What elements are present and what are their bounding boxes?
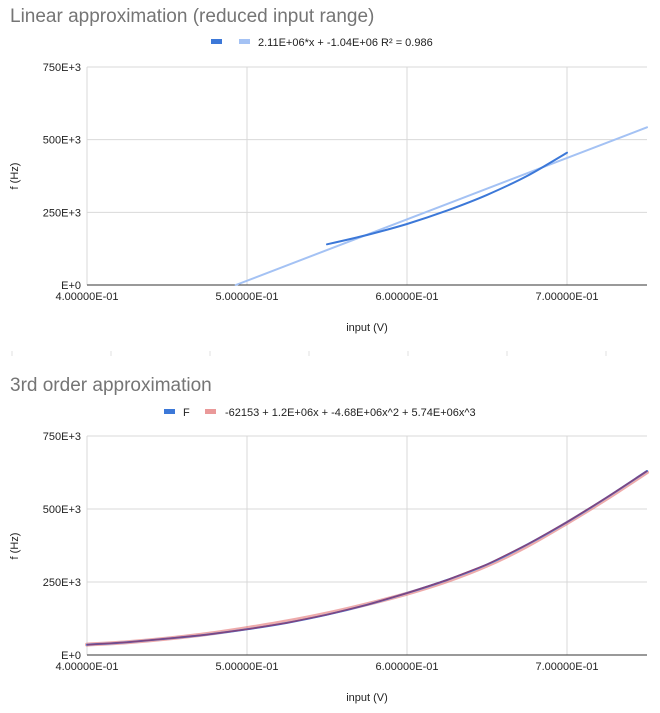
y-tick-label: E+0 [61,650,81,662]
y-tick-label: 750E+3 [43,62,81,74]
x-tick-label: 4.00000E-01 [56,661,119,673]
y-tick-labels: E+0 250E+3 500E+3 750E+3 [43,431,81,662]
legend-swatch-series-1 [211,39,222,44]
chart-linear-approximation: Linear approximation (reduced input rang… [9,6,648,356]
x-tick-labels: 4.00000E-01 5.00000E-01 6.00000E-01 7.00000… [56,661,599,673]
x-axis-label: input (V) [346,322,388,334]
chart-series [234,126,648,286]
x-tick-label: 7.00000E-01 [536,661,599,673]
y-tick-label: 500E+3 [43,504,81,516]
x-tick-label: 4.00000E-01 [56,291,119,303]
x-tick-label: 7.00000E-01 [536,291,599,303]
series-line-2 [85,470,649,647]
y-tick-label: 750E+3 [43,431,81,443]
series-line-1 [86,470,648,646]
chart-grid [86,66,647,286]
y-axis-label: f (Hz) [9,163,21,190]
x-tick-label: 5.00000E-01 [216,291,279,303]
series-overlap-line [86,470,648,646]
x-tick-label: 5.00000E-01 [216,661,279,673]
y-tick-label: 250E+3 [43,207,81,219]
chart-legend: F -62153 + 1.2E+06x + -4.68E+06x^2 + 5.7… [164,407,476,419]
legend-label-series-1: F [183,407,190,419]
y-tick-label: 250E+3 [43,577,81,589]
x-axis-label: input (V) [346,692,388,704]
x-tick-label: 6.00000E-01 [376,661,439,673]
chart-3rd-order-approximation: 3rd order approximation F -62153 + 1.2E+… [9,375,649,704]
chart-title: 3rd order approximation [10,375,212,396]
x-tick-label: 6.00000E-01 [376,291,439,303]
series-line-1 [326,151,568,246]
chart-series [85,470,649,647]
legend-label-series-2: 2.11E+06*x + -1.04E+06 R² = 0.986 [258,37,433,49]
x-tick-labels: 4.00000E-01 5.00000E-01 6.00000E-01 7.00000… [56,291,599,303]
legend-swatch-series-1 [164,409,175,414]
series-line-2 [234,126,648,286]
legend-swatch-series-2 [205,409,216,414]
y-tick-label: E+0 [61,280,81,292]
y-axis-label: f (Hz) [9,533,21,560]
chart-grid [86,435,647,656]
legend-swatch-series-2 [239,39,250,44]
chart-legend: 2.11E+06*x + -1.04E+06 R² = 0.986 [211,37,433,49]
legend-label-series-2: -62153 + 1.2E+06x + -4.68E+06x^2 + 5.74E… [225,407,476,419]
y-tick-label: 500E+3 [43,135,81,147]
y-tick-labels: E+0 250E+3 500E+3 750E+3 [43,62,81,292]
chart-title: Linear approximation (reduced input rang… [10,6,374,27]
chart-bottom-edge-ticks [11,351,607,356]
